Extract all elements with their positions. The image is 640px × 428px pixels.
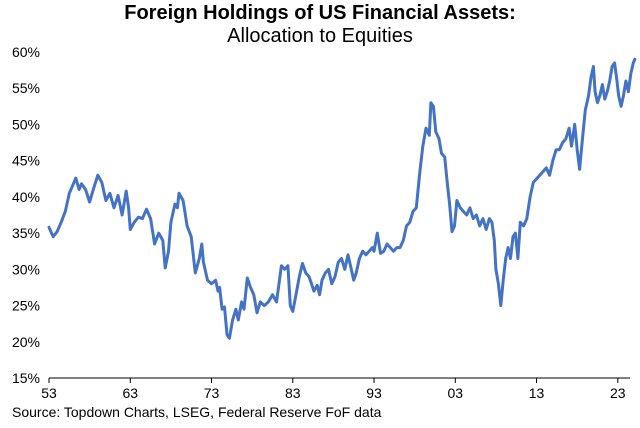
chart-title: Foreign Holdings of US Financial Assets: <box>124 2 516 24</box>
x-tick-label: 93 <box>366 385 382 401</box>
x-tick-label: 63 <box>122 385 138 401</box>
source-note: Source: Topdown Charts, LSEG, Federal Re… <box>12 404 382 420</box>
x-tick-label: 23 <box>610 385 626 401</box>
x-axis-ticks: 53 63 73 83 93 03 13 23 <box>41 378 626 401</box>
x-tick-label: 03 <box>448 385 464 401</box>
y-tick-label: 50% <box>12 116 40 132</box>
y-tick-label: 35% <box>12 225 40 241</box>
y-tick-label: 15% <box>12 370 40 386</box>
chart-subtitle: Allocation to Equities <box>227 25 413 47</box>
y-tick-label: 40% <box>12 189 40 205</box>
x-tick-label: 73 <box>204 385 220 401</box>
y-tick-label: 20% <box>12 334 40 350</box>
x-tick-label: 13 <box>529 385 545 401</box>
x-tick-label: 83 <box>285 385 301 401</box>
y-tick-label: 55% <box>12 80 40 96</box>
x-tick-label: 53 <box>41 385 57 401</box>
series-line-equities-allocation <box>47 57 637 340</box>
y-axis-ticks: 15% 20% 25% 30% 35% 40% 45% 50% 55% 60% <box>12 44 40 386</box>
y-tick-label: 25% <box>12 298 40 314</box>
y-tick-label: 60% <box>12 44 40 60</box>
y-tick-label: 45% <box>12 153 40 169</box>
y-tick-label: 30% <box>12 261 40 277</box>
